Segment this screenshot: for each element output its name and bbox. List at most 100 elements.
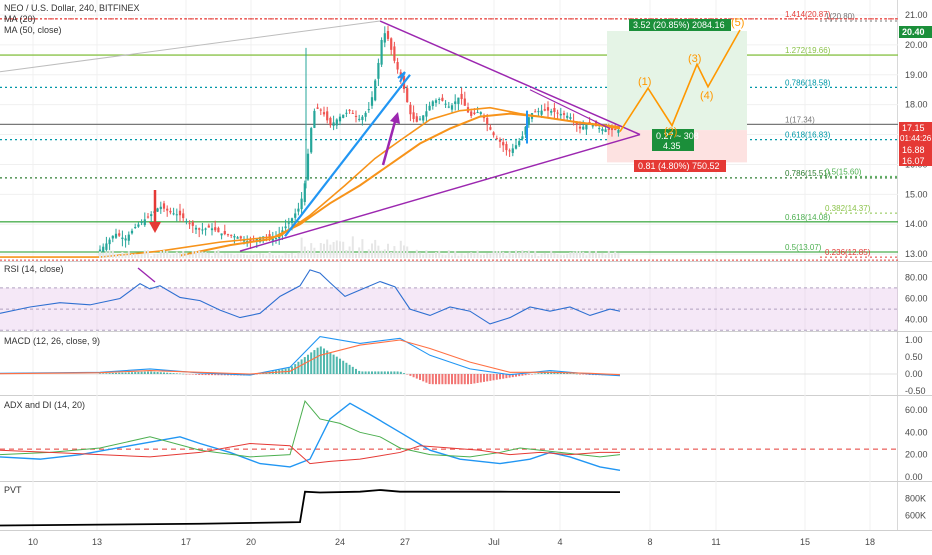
candle-body	[617, 130, 620, 133]
volume-bar	[438, 250, 441, 258]
volume-bar	[393, 246, 396, 258]
ma50-legend[interactable]: MA (50, close)	[4, 25, 62, 35]
candle-body	[425, 111, 428, 117]
time-label-10: 15	[800, 537, 810, 547]
candle-body	[502, 142, 505, 146]
volume-bar	[217, 250, 220, 258]
time-label-3: 20	[246, 537, 256, 547]
volume-bar	[342, 241, 345, 258]
macd-pane-title[interactable]: MACD (12, 26, close, 9)	[4, 336, 100, 346]
macd-hist-bar	[300, 359, 303, 374]
macd-hist-bar	[201, 374, 204, 376]
macd-hist-bar	[470, 374, 473, 385]
mid-label-2: 4.35	[663, 141, 681, 151]
candle-body	[284, 226, 287, 229]
grey-trend-line	[0, 20, 381, 73]
macd-hist-bar	[185, 374, 188, 375]
candle-body	[322, 112, 326, 115]
volume-bar	[543, 252, 546, 258]
macd-hist-bar	[198, 374, 201, 375]
candle-body	[543, 109, 546, 111]
candle-body	[351, 112, 354, 114]
candle-body	[559, 113, 562, 116]
macd-hist-bar	[127, 372, 130, 374]
current-price-tag	[899, 26, 932, 38]
candle-body	[598, 128, 601, 130]
candle-body	[431, 101, 434, 107]
volume-bar	[399, 240, 402, 258]
macd-hist-bar	[387, 371, 389, 374]
volume-bar	[172, 253, 175, 258]
macd-hist-bar	[492, 374, 495, 381]
time-label-11: 18	[865, 537, 875, 547]
position-tool[interactable]	[607, 31, 747, 163]
volume-bar	[387, 243, 389, 258]
price-tick-1: 20.00	[905, 40, 928, 50]
time-label-4: 24	[335, 537, 345, 547]
low-price-tag	[899, 155, 932, 166]
adx-tick-0: 60.00	[905, 405, 928, 415]
adx-line	[0, 402, 621, 471]
candle-body	[124, 238, 127, 241]
rsi-arrow	[137, 267, 156, 283]
candle-body	[210, 228, 214, 231]
volume-bar	[617, 252, 620, 258]
volume-bar	[207, 252, 210, 258]
down-arrow-head	[149, 222, 161, 233]
volume-bar	[441, 254, 444, 258]
volume-bar	[147, 250, 149, 258]
wave-label-1: (1)	[638, 76, 651, 88]
drawings-layer[interactable]	[0, 20, 741, 252]
rsi-tick-1: 60.00	[905, 294, 928, 304]
volume-bar	[134, 253, 137, 258]
candle-body	[162, 203, 166, 209]
volume-bar	[598, 253, 601, 258]
volume-bar	[460, 253, 463, 258]
macd-hist-bar	[383, 371, 386, 374]
candle-body	[127, 234, 130, 241]
candle-body	[130, 230, 134, 234]
volume-bar	[297, 252, 300, 258]
fib-label-2: 0.786(18.58)	[785, 78, 831, 87]
volume-bar	[556, 254, 559, 258]
candle-body	[175, 214, 178, 216]
triangle-upper-line	[379, 20, 641, 136]
macd-hist-bar	[217, 374, 220, 376]
volume-bar	[470, 252, 473, 258]
volume-bar	[223, 253, 226, 258]
volume-bar	[201, 251, 204, 258]
macd-hist-bar	[431, 374, 434, 385]
candle-body	[428, 105, 431, 111]
symbol-title: NEO / U.S. Dollar, 240, BITFINEX	[4, 3, 140, 13]
volume-bar	[431, 253, 434, 258]
volume-bar	[367, 249, 370, 258]
volume-bar	[236, 253, 239, 258]
macd-hist-bar	[169, 372, 172, 374]
candle-body	[156, 208, 159, 212]
candle-body	[361, 116, 364, 121]
adx-pane-title[interactable]: ADX and DI (14, 20)	[4, 400, 85, 410]
indicators-layer	[0, 267, 898, 527]
macd-hist-bar	[361, 371, 364, 374]
macd-hist-bar	[566, 372, 569, 374]
macd-hist-bar	[499, 374, 501, 380]
macd-hist-bar	[377, 371, 380, 374]
volume-bar	[249, 255, 252, 258]
macd-hist-bar	[444, 374, 447, 385]
time-label-9: 11	[711, 537, 720, 547]
volume-bar	[361, 239, 364, 258]
ma20-legend[interactable]: MA (20)	[4, 14, 36, 24]
volume-bar	[153, 254, 156, 258]
candle-body	[460, 93, 463, 100]
candle-body	[354, 115, 358, 117]
candle-body	[447, 106, 450, 108]
candle-body	[166, 208, 169, 211]
macd-hist-bar	[105, 373, 108, 374]
volume-bar	[108, 250, 111, 258]
volume-bar	[310, 243, 313, 258]
candle-body	[182, 213, 185, 219]
rsi-pane-title[interactable]: RSI (14, close)	[4, 264, 64, 274]
pvt-pane-title[interactable]: PVT	[4, 485, 22, 495]
macd-hist-bar	[175, 373, 178, 374]
